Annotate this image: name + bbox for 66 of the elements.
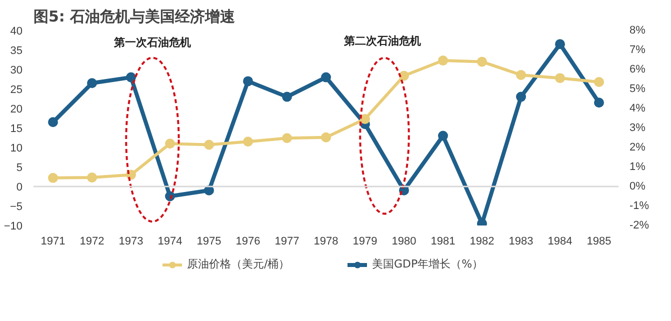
point xyxy=(48,117,58,128)
point xyxy=(243,76,253,86)
y-tick-label: 0 xyxy=(16,182,23,194)
y-tick-label: 30 xyxy=(10,64,23,76)
annotation: 第一次石油危机 xyxy=(112,36,191,50)
x-tick-label: 1982 xyxy=(470,236,494,248)
y-tick-label: 15 xyxy=(10,123,23,135)
x-tick-label: 1978 xyxy=(314,236,338,248)
y2-tick-label: 8% xyxy=(630,24,646,36)
y-tick-label: −10 xyxy=(4,220,23,232)
y2-tick-label: 2% xyxy=(630,142,646,154)
y2-tick-label: 4% xyxy=(630,102,646,114)
x-tick-label: 1976 xyxy=(236,236,260,248)
point xyxy=(516,70,526,80)
point xyxy=(516,92,526,102)
y-tick-label: −5 xyxy=(10,201,23,213)
y2-tick-label: -2% xyxy=(630,220,650,232)
point xyxy=(555,73,565,84)
point xyxy=(204,140,214,150)
point xyxy=(438,56,448,66)
point xyxy=(321,72,331,82)
point xyxy=(87,172,97,183)
point xyxy=(87,78,97,88)
x-tick-label: 1979 xyxy=(352,236,378,248)
x-tick-label: 1983 xyxy=(508,236,534,248)
point xyxy=(321,132,331,142)
x-tick-label: 1985 xyxy=(586,236,612,248)
point xyxy=(243,136,253,147)
x-tick-label: 1977 xyxy=(274,236,300,248)
x-tick-label: 1972 xyxy=(80,236,104,248)
y-tick-label: 35 xyxy=(10,45,23,57)
point xyxy=(399,70,409,81)
point xyxy=(477,56,487,67)
point xyxy=(594,76,604,87)
x-tick-label: 1984 xyxy=(548,236,572,248)
y2-tick-label: 1% xyxy=(630,161,646,173)
point xyxy=(282,133,292,144)
y2-tick-label: 6% xyxy=(630,64,646,76)
legend-label: 原油价格（美元/桶） xyxy=(187,256,291,272)
x-tick-label: 1980 xyxy=(392,236,416,248)
point xyxy=(48,172,58,183)
x-tick-label: 1971 xyxy=(40,236,66,248)
x-tick-label: 1973 xyxy=(118,236,144,248)
point xyxy=(282,92,292,102)
point xyxy=(555,39,565,50)
point xyxy=(165,138,175,149)
legend-label: 美国GDP年增长（%） xyxy=(372,256,484,272)
y-tick-label: 40 xyxy=(10,26,23,38)
point xyxy=(594,98,604,108)
point xyxy=(126,72,136,82)
x-tick-label: 1974 xyxy=(158,236,182,248)
y2-tick-label: 3% xyxy=(630,122,646,134)
y2-tick-label: -1% xyxy=(630,200,650,212)
y2-tick-label: 5% xyxy=(630,83,646,95)
y-tick-label: 5 xyxy=(16,162,23,174)
point xyxy=(438,130,448,141)
y-tick-label: 20 xyxy=(10,104,23,116)
y-tick-label: 25 xyxy=(10,84,23,96)
y2-tick-label: 0% xyxy=(630,180,646,192)
chart-title: 图5: 石油危机与美国经济增速 xyxy=(34,8,236,26)
x-tick-label: 1975 xyxy=(196,236,222,248)
y-tick-label: 10 xyxy=(10,142,23,154)
point xyxy=(360,114,370,124)
y2-tick-label: 7% xyxy=(630,44,646,56)
annotation: 第二次石油危机 xyxy=(343,34,422,48)
x-tick-label: 1981 xyxy=(430,236,456,248)
